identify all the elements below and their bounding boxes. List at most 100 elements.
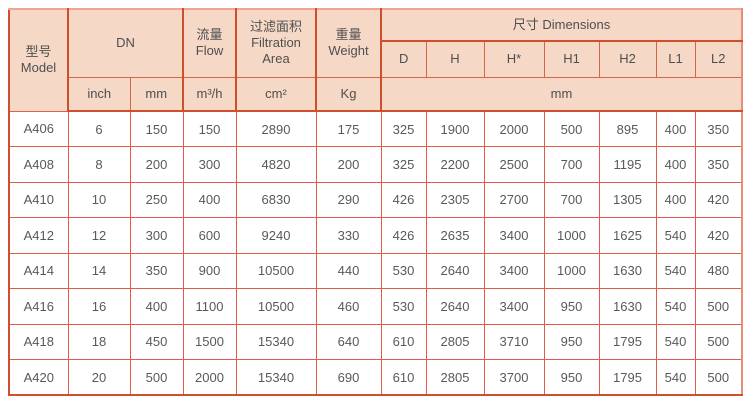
value-cell: 350 bbox=[694, 146, 743, 183]
header-weight-unit: Kg bbox=[315, 76, 382, 112]
value-cell: 700 bbox=[543, 146, 600, 183]
value-cell: 895 bbox=[598, 110, 657, 147]
header-weight: 重量 Weight bbox=[315, 8, 382, 78]
value-cell: 350 bbox=[694, 110, 743, 147]
value-cell: 1100 bbox=[182, 288, 237, 325]
value-cell: 15340 bbox=[235, 323, 317, 360]
value-cell: 450 bbox=[129, 323, 184, 360]
value-cell: 250 bbox=[129, 181, 184, 218]
value-cell: 3710 bbox=[483, 323, 545, 360]
value-cell: 690 bbox=[315, 359, 382, 396]
value-cell: 2635 bbox=[425, 217, 485, 254]
value-cell: 350 bbox=[129, 252, 184, 289]
value-cell: 1000 bbox=[543, 217, 600, 254]
model-cell: A416 bbox=[8, 288, 69, 325]
header-dim-l2: L2 bbox=[694, 40, 743, 78]
header-flow-en: Flow bbox=[195, 43, 224, 59]
value-cell: 950 bbox=[543, 323, 600, 360]
value-cell: 540 bbox=[655, 252, 696, 289]
value-cell: 400 bbox=[655, 146, 696, 183]
model-cell: A406 bbox=[8, 110, 69, 147]
value-cell: 610 bbox=[380, 323, 427, 360]
header-weight-en: Weight bbox=[328, 43, 369, 59]
header-filtration-en2: Area bbox=[262, 51, 290, 67]
header-dim-h1: H1 bbox=[543, 40, 600, 78]
value-cell: 400 bbox=[129, 288, 184, 325]
value-cell: 540 bbox=[655, 323, 696, 360]
value-cell: 426 bbox=[380, 217, 427, 254]
value-cell: 500 bbox=[543, 110, 600, 147]
value-cell: 540 bbox=[655, 288, 696, 325]
value-cell: 1305 bbox=[598, 181, 657, 218]
model-cell: A410 bbox=[8, 181, 69, 218]
value-cell: 290 bbox=[315, 181, 382, 218]
header-model: 型号 Model bbox=[8, 8, 69, 112]
value-cell: 440 bbox=[315, 252, 382, 289]
value-cell: 150 bbox=[129, 110, 184, 147]
header-dimensions-unit: mm bbox=[380, 76, 743, 112]
table-row: A406 6 150 150 2890 175 325 1900 2000 500 895 400 35… bbox=[8, 110, 743, 147]
header-weight-zh: 重量 bbox=[335, 27, 362, 43]
header-row-3: inch mm m³/h cm² Kg mm bbox=[9, 76, 743, 112]
header-dn: DN bbox=[67, 8, 184, 78]
header-dimensions: 尺寸 Dimensions bbox=[380, 8, 743, 42]
table-row: A420 20 500 2000 15340 690 610 2805 3700 950 1795 5… bbox=[8, 359, 743, 396]
value-cell: 2890 bbox=[235, 110, 317, 147]
value-cell: 2305 bbox=[425, 181, 485, 218]
value-cell: 400 bbox=[655, 181, 696, 218]
model-cell: A418 bbox=[8, 323, 69, 360]
value-cell: 950 bbox=[543, 288, 600, 325]
value-cell: 16 bbox=[67, 288, 131, 325]
value-cell: 2805 bbox=[425, 359, 485, 396]
value-cell: 1900 bbox=[425, 110, 485, 147]
header-filtration-en1: Filtration bbox=[251, 35, 301, 51]
value-cell: 610 bbox=[380, 359, 427, 396]
value-cell: 950 bbox=[543, 359, 600, 396]
header-dim-hstar: H* bbox=[483, 40, 545, 78]
value-cell: 540 bbox=[655, 217, 696, 254]
value-cell: 500 bbox=[694, 288, 743, 325]
value-cell: 10 bbox=[67, 181, 131, 218]
value-cell: 400 bbox=[655, 110, 696, 147]
header-flow-zh: 流量 bbox=[196, 27, 223, 43]
value-cell: 3700 bbox=[483, 359, 545, 396]
value-cell: 700 bbox=[543, 181, 600, 218]
value-cell: 2000 bbox=[182, 359, 237, 396]
value-cell: 640 bbox=[315, 323, 382, 360]
value-cell: 600 bbox=[182, 217, 237, 254]
value-cell: 3400 bbox=[483, 252, 545, 289]
table-row: A418 18 450 1500 15340 640 610 2805 3710 950 1795 5… bbox=[8, 323, 743, 360]
table-body: A406 6 150 150 2890 175 325 1900 2000 500 895 400 35… bbox=[8, 110, 743, 396]
value-cell: 10500 bbox=[235, 288, 317, 325]
header-dim-d: D bbox=[380, 40, 427, 78]
value-cell: 6 bbox=[67, 110, 131, 147]
value-cell: 420 bbox=[694, 217, 743, 254]
value-cell: 500 bbox=[129, 359, 184, 396]
header-model-en: Model bbox=[20, 60, 57, 76]
table-row: A410 10 250 400 6830 290 426 2305 2700 700 1305 400… bbox=[8, 181, 743, 218]
value-cell: 1630 bbox=[598, 252, 657, 289]
value-cell: 14 bbox=[67, 252, 131, 289]
value-cell: 400 bbox=[182, 181, 237, 218]
table-row: A412 12 300 600 9240 330 426 2635 3400 1000 1625 54… bbox=[8, 217, 743, 254]
header-dim-h: H bbox=[425, 40, 485, 78]
value-cell: 175 bbox=[315, 110, 382, 147]
model-cell: A420 bbox=[8, 359, 69, 396]
header-filtration-unit: cm² bbox=[235, 76, 317, 112]
value-cell: 200 bbox=[129, 146, 184, 183]
model-cell: A414 bbox=[8, 252, 69, 289]
header-dim-h2: H2 bbox=[598, 40, 657, 78]
value-cell: 325 bbox=[380, 146, 427, 183]
value-cell: 1500 bbox=[182, 323, 237, 360]
value-cell: 420 bbox=[694, 181, 743, 218]
spec-table: 型号 Model DN 流量 Flow 过滤面积 Filtration Area… bbox=[8, 8, 743, 396]
value-cell: 500 bbox=[694, 323, 743, 360]
value-cell: 300 bbox=[182, 146, 237, 183]
header-dim-l1: L1 bbox=[655, 40, 696, 78]
value-cell: 15340 bbox=[235, 359, 317, 396]
header-model-zh: 型号 bbox=[25, 44, 52, 60]
value-cell: 1630 bbox=[598, 288, 657, 325]
table-row: A408 8 200 300 4820 200 325 2200 2500 700 1195 400 3… bbox=[8, 146, 743, 183]
value-cell: 300 bbox=[129, 217, 184, 254]
header-flow-unit: m³/h bbox=[182, 76, 237, 112]
